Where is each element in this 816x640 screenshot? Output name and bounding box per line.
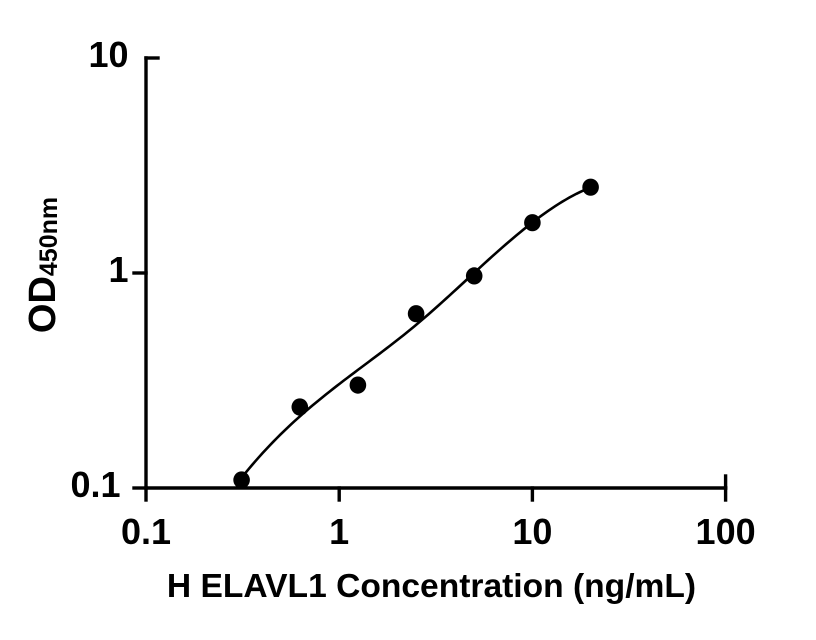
svg-text:1: 1 [329,511,349,552]
svg-text:10: 10 [88,34,128,75]
svg-text:0.1: 0.1 [121,511,171,552]
svg-text:0.1: 0.1 [70,464,120,505]
svg-text:H ELAVL1 Concentration (ng/mL): H ELAVL1 Concentration (ng/mL) [167,568,696,605]
svg-text:10: 10 [512,511,552,552]
svg-text:1: 1 [108,249,128,290]
svg-text:100: 100 [696,511,756,552]
